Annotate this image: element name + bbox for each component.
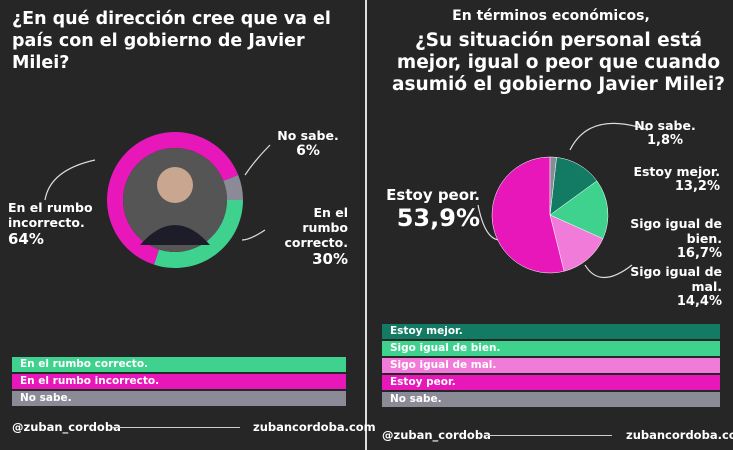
value-label: 30% <box>312 250 348 268</box>
category-label: Sigo igual de bien. <box>630 216 722 246</box>
slice <box>153 200 243 268</box>
value-label: 1,8% <box>646 133 684 148</box>
slice <box>549 214 604 272</box>
footer-site: zubancordoba.com <box>253 420 376 434</box>
slice-label: No sabe. 1,8% <box>630 118 700 148</box>
legend-entry: En el rumbo incorrecto. <box>12 374 346 389</box>
value-label: 53,9% <box>396 204 480 232</box>
category-label: Sigo igual de mal. <box>630 264 722 294</box>
footer-site: zubancordoba.com <box>626 428 733 442</box>
legend-entry: No sabe. <box>12 391 346 406</box>
footer-handle: @zuban_cordoba <box>12 420 121 434</box>
slice-label: No sabe. 6% <box>268 128 348 159</box>
value-label: 64% <box>8 230 44 248</box>
slice <box>491 156 565 274</box>
portrait-suit <box>140 225 210 245</box>
footer-rule <box>112 427 240 428</box>
slice <box>549 156 557 216</box>
chart-subtitle: ¿Su situación personal está mejor, igual… <box>392 30 725 95</box>
legend-entry: Sigo igual de bien. <box>382 341 720 356</box>
footer-rule <box>484 435 612 436</box>
category-label: En el rumbo incorrecto. <box>8 200 93 230</box>
slice-label: En el rumbo correcto. 30% <box>268 205 348 268</box>
value-label: 6% <box>296 143 320 159</box>
slice-label: En el rumbo incorrecto. 64% <box>8 200 98 248</box>
chart-title: En términos económicos, <box>452 8 650 24</box>
legend-entry: Estoy peor. <box>382 375 720 390</box>
value-label: 14,4% <box>676 294 722 309</box>
footer-handle: @zuban_cordoba <box>382 428 491 442</box>
category-label: En el rumbo correcto. <box>284 205 348 250</box>
arrows <box>44 122 649 279</box>
value-label: 16,7% <box>676 246 722 261</box>
slice <box>223 174 243 200</box>
slice <box>549 180 609 240</box>
legend-entry: En el rumbo correcto. <box>12 357 346 372</box>
slice-label: Sigo igual de mal. 14,4% <box>602 264 722 309</box>
category-label: No sabe. <box>634 118 696 133</box>
legend-entry: Sigo igual de mal. <box>382 358 720 373</box>
slice-label: Estoy mejor. 13,2% <box>620 164 720 194</box>
category-label: Estoy peor. <box>386 186 480 204</box>
portrait-face <box>157 167 193 203</box>
slice-label: Sigo igual de bien. 16,7% <box>602 216 722 261</box>
legend-entry: No sabe. <box>382 392 720 407</box>
slice-label: Estoy peor. 53,9% <box>380 186 480 232</box>
category-label: No sabe. <box>277 128 339 143</box>
category-label: Estoy mejor. <box>633 164 720 179</box>
chart-title: ¿En qué dirección cree que va el país co… <box>12 9 331 73</box>
value-label: 13,2% <box>674 179 720 194</box>
legend-entry: Estoy mejor. <box>382 324 720 339</box>
